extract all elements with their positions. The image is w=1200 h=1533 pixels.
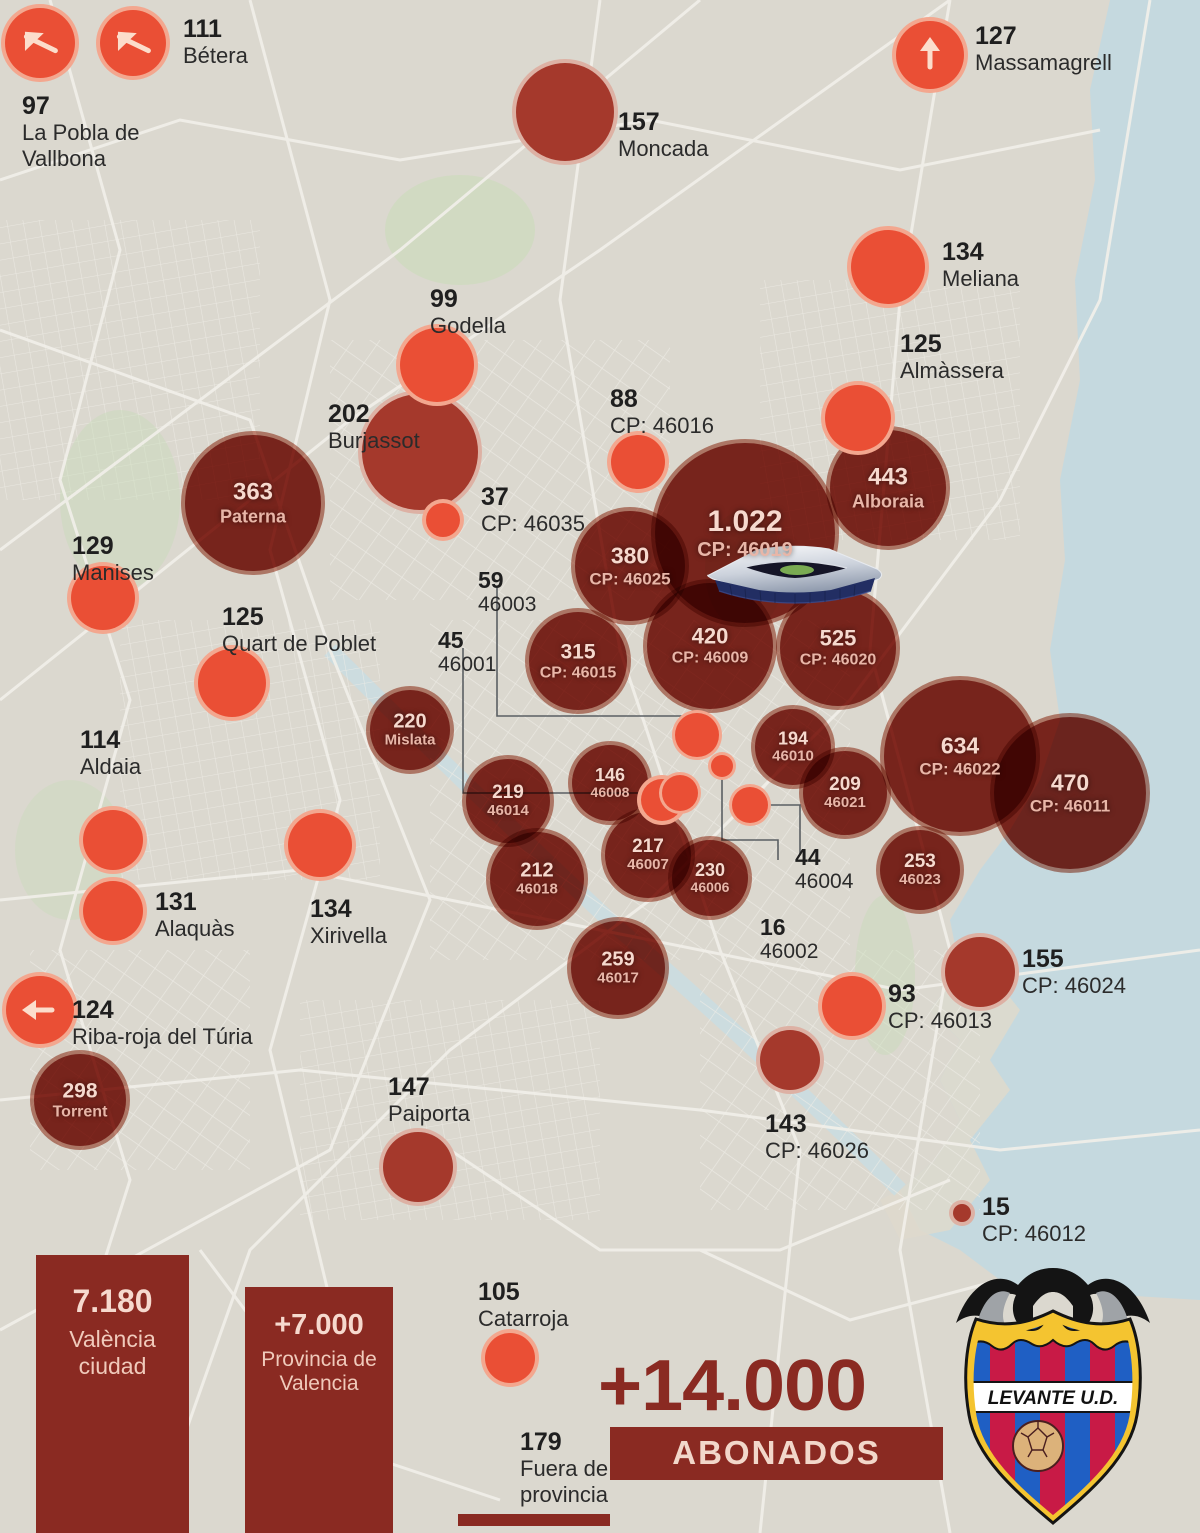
- svg-text:LEVANTE U.D.: LEVANTE U.D.: [988, 1388, 1119, 1409]
